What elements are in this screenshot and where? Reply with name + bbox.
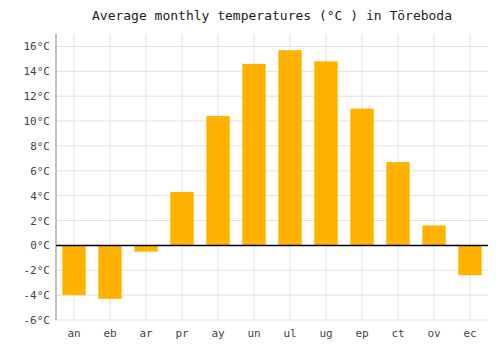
x-tick-label: eb	[103, 327, 116, 340]
y-grid-line	[56, 121, 488, 122]
y-grid-line	[56, 46, 488, 47]
x-grid-line	[146, 34, 147, 320]
y-tick-label: 2°C	[30, 215, 50, 228]
x-tick-label: un	[247, 327, 260, 340]
y-tick-label: 14°C	[24, 65, 51, 78]
y-grid-line	[56, 195, 488, 196]
bar	[170, 192, 193, 245]
y-grid-line	[56, 320, 488, 321]
x-tick-label: ar	[139, 327, 153, 340]
y-grid-line	[56, 71, 488, 72]
y-tick-label: -2°C	[24, 264, 51, 277]
bar	[458, 245, 481, 275]
y-tick-label: -4°C	[24, 289, 51, 302]
x-tick-label: ay	[211, 327, 225, 340]
y-tick-label: 6°C	[30, 165, 50, 178]
chart-container: Average monthly temperatures (°C ) in Tö…	[0, 0, 500, 350]
bar	[314, 61, 337, 245]
y-tick-label: 0°C	[30, 239, 50, 252]
x-tick-label: ug	[319, 327, 332, 340]
title: Average monthly temperatures (°C ) in Tö…	[92, 8, 452, 23]
x-tick-label: ul	[283, 327, 296, 340]
y-grid-line	[56, 96, 488, 97]
y-tick-label: 4°C	[30, 190, 50, 203]
grid	[56, 34, 488, 320]
bar	[242, 64, 265, 246]
y-grid-line	[56, 145, 488, 146]
bar	[98, 245, 121, 298]
x-tick-label: ov	[427, 327, 441, 340]
x-grid-line	[470, 34, 471, 320]
y-grid-line	[56, 170, 488, 171]
x-tick-label: ct	[391, 327, 404, 340]
x-tick-label: ec	[463, 327, 476, 340]
bar	[62, 245, 85, 295]
bar	[386, 162, 409, 245]
y-grid-line	[56, 245, 488, 246]
bar	[350, 109, 373, 246]
y-tick-label: 10°C	[24, 115, 51, 128]
x-grid-line	[182, 34, 183, 320]
bar	[134, 245, 157, 251]
bar	[422, 225, 445, 245]
chart: Average monthly temperatures (°C ) in Tö…	[0, 0, 500, 350]
bars	[62, 50, 481, 299]
y-tick-label: -6°C	[24, 314, 51, 327]
zero-line	[56, 245, 488, 247]
y-tick-label: 12°C	[24, 90, 51, 103]
bar	[206, 116, 229, 245]
bar	[278, 50, 301, 245]
x-grid-line	[434, 34, 435, 320]
x-tick-label: pr	[175, 327, 189, 340]
x-tick-label: an	[67, 327, 80, 340]
x-tick-label: ep	[355, 327, 368, 340]
y-axis-line	[56, 34, 57, 320]
y-tick-label: 16°C	[24, 40, 51, 53]
y-grid-line	[56, 220, 488, 221]
y-tick-label: 8°C	[30, 140, 50, 153]
